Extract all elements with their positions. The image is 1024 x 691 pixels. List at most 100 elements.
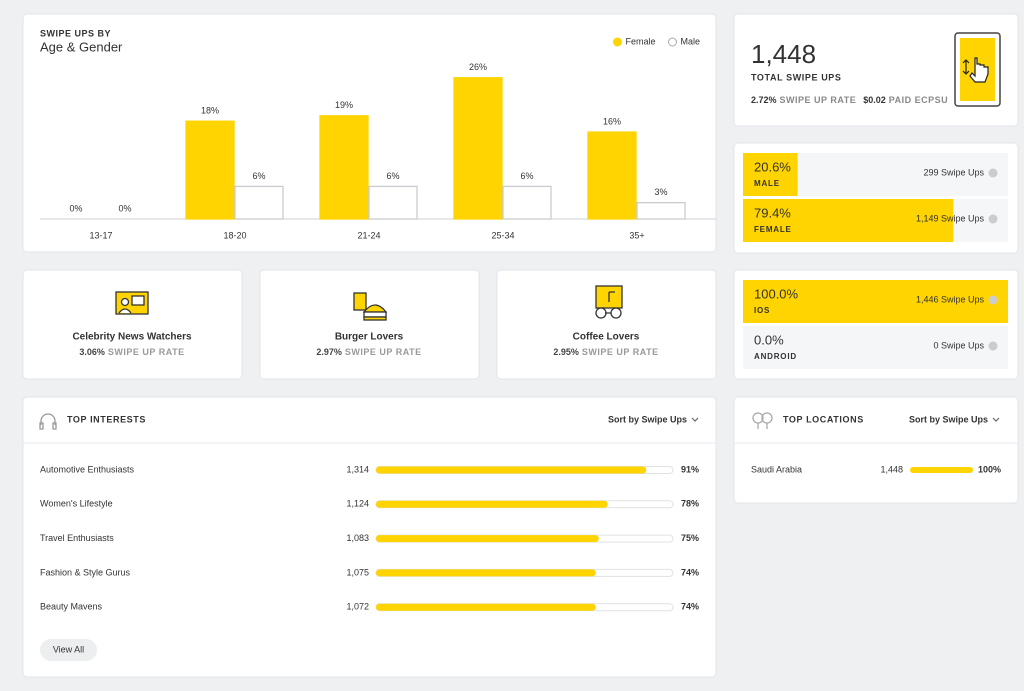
audience-rate: 2.95% SWIPE UP RATE: [553, 347, 658, 357]
interest-pct: 74%: [681, 602, 699, 612]
location-pct: 100%: [978, 464, 1001, 474]
interest-name: Women's Lifestyle: [40, 499, 113, 509]
legend-label: Female: [625, 36, 655, 46]
x-tick-label: 25-34: [491, 230, 514, 240]
interest-name: Beauty Mavens: [40, 602, 103, 612]
celebrity-icon: [115, 291, 149, 315]
info-icon[interactable]: [988, 295, 998, 305]
interest-pct: 91%: [681, 464, 699, 474]
rate-label: SWIPE UP RATE: [345, 347, 422, 357]
share-label: IOS: [754, 306, 770, 315]
bar: [319, 115, 369, 220]
share-bar: [743, 199, 954, 242]
share-count: 299 Swipe Ups: [923, 167, 984, 177]
legend-label: Male: [680, 36, 700, 46]
value-label: 6%: [520, 171, 533, 181]
interest-pct: 75%: [681, 533, 699, 543]
bar: [453, 77, 503, 220]
audience-rate: 2.97% SWIPE UP RATE: [316, 347, 421, 357]
info-icon[interactable]: [988, 168, 998, 178]
view-all-button[interactable]: [40, 639, 97, 661]
location-bar: [910, 467, 973, 473]
share-label: ANDROID: [754, 352, 797, 361]
total: 1,448: [751, 39, 816, 69]
share-count: 0 Swipe Ups: [933, 340, 984, 350]
info-icon[interactable]: [988, 214, 998, 224]
burger-icon: [353, 292, 388, 321]
share-label: FEMALE: [754, 225, 792, 234]
locations-card: [733, 396, 1019, 504]
rate-value: 2.95%: [553, 347, 579, 357]
legend-swatch: [612, 37, 622, 47]
chevron: [992, 417, 1000, 422]
headphones-icon: [39, 413, 57, 430]
interest-count: 1,314: [346, 464, 369, 474]
chevron: [691, 417, 699, 422]
audience-name: Celebrity News Watchers: [72, 332, 192, 343]
view-all[interactable]: View All: [53, 644, 84, 654]
value-label: 0%: [69, 203, 82, 213]
sort-dropdown[interactable]: Sort by Swipe Ups: [909, 414, 988, 424]
legend-swatch: [667, 37, 677, 47]
interest-bar: [376, 500, 608, 508]
coffee-icon: [595, 285, 623, 319]
audience-name: Coffee Lovers: [573, 332, 640, 343]
chart-subtitle: Age & Gender: [40, 39, 123, 54]
summary-card: [733, 13, 1019, 127]
x-tick-label: 18-20: [223, 230, 246, 240]
share-bar: [743, 280, 1008, 323]
value-label: 6%: [386, 171, 399, 181]
audience-rate: 3.06% SWIPE UP RATE: [79, 347, 184, 357]
summary-line: 2.72% SWIPE UP RATE $0.02 PAID ECPSU: [751, 95, 948, 105]
interest-name: Automotive Enthusiasts: [40, 464, 135, 474]
pin-icon: [752, 412, 773, 429]
panel-title: TOP INTERESTS: [67, 414, 146, 424]
share-value: 79.4%: [754, 205, 791, 220]
share-count: 1,149 Swipe Ups: [916, 213, 985, 223]
interest-pct: 78%: [681, 499, 699, 509]
bar: [368, 185, 418, 220]
value-label: 16%: [603, 116, 621, 126]
value-label: 6%: [252, 171, 265, 181]
panel-title: TOP LOCATIONS: [783, 414, 864, 424]
chart-title: SWIPE UPS BY: [40, 28, 111, 38]
interest-name: Travel Enthusiasts: [40, 533, 114, 543]
row-bg: [743, 326, 1008, 369]
rate-value: 2.97%: [316, 347, 342, 357]
summary-part: PAID ECPSU: [889, 95, 948, 105]
value-label: 0%: [118, 203, 131, 213]
interest-bar: [376, 569, 596, 577]
share-label: MALE: [754, 179, 780, 188]
bar: [502, 185, 552, 220]
value-label: 18%: [201, 106, 219, 116]
bar: [185, 120, 235, 220]
interest-count: 1,072: [346, 602, 369, 612]
share-bar: [743, 153, 798, 196]
sort-dropdown[interactable]: Sort by Swipe Ups: [608, 414, 687, 424]
rate-value: 3.06%: [79, 347, 105, 357]
value-label: 3%: [654, 187, 667, 197]
x-tick-label: 21-24: [357, 230, 380, 240]
audience-card: [22, 269, 243, 380]
audience-name: Burger Lovers: [335, 332, 404, 343]
share-value: 20.6%: [754, 159, 791, 174]
bar: [636, 202, 686, 220]
total-label: TOTAL SWIPE UPS: [751, 72, 842, 82]
bar: [587, 131, 637, 220]
share-value: 100.0%: [754, 286, 799, 301]
summary-part: $0.02: [863, 95, 886, 105]
interest-count: 1,083: [346, 533, 369, 543]
interest-bar: [376, 466, 647, 474]
bar: [234, 185, 284, 220]
interest-name: Fashion & Style Gurus: [40, 567, 131, 577]
value-label: 26%: [469, 62, 487, 72]
interest-pct: 74%: [681, 567, 699, 577]
share-value: 0.0%: [754, 332, 784, 347]
share-count: 1,446 Swipe Ups: [916, 294, 985, 304]
x-tick-label: 35+: [629, 230, 644, 240]
summary-part: 2.72%: [751, 95, 777, 105]
info-icon[interactable]: [988, 341, 998, 351]
rate-label: SWIPE UP RATE: [582, 347, 659, 357]
